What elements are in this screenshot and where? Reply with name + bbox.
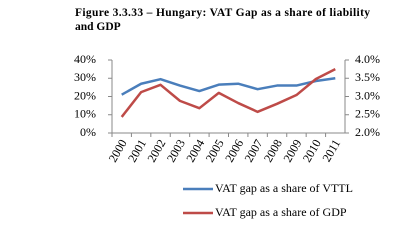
y2-tick-label: 2.5% xyxy=(355,107,380,121)
x-tick-label: 2004 xyxy=(183,137,207,165)
y2-tick-label: 2.0% xyxy=(355,125,380,139)
x-tick-label: 2006 xyxy=(222,137,246,165)
legend-label: VAT gap as a share of GDP xyxy=(215,205,347,219)
title-block: Figure 3.3.33 – Hungary: VAT Gap as a sh… xyxy=(75,7,370,33)
legend-label: VAT gap as a share of VTTL xyxy=(215,181,353,195)
y-tick-label: 30% xyxy=(74,70,96,84)
x-tick-label: 2002 xyxy=(144,137,168,165)
x-tick-label: 2007 xyxy=(241,137,265,165)
chart-title: Figure 3.3.33 – Hungary: VAT Gap as a sh… xyxy=(75,7,370,33)
x-tick-label: 2005 xyxy=(203,137,227,165)
x-tick-label: 2009 xyxy=(280,137,304,165)
y2-tick-label: 3.5% xyxy=(355,70,380,84)
x-tick-label: 2011 xyxy=(319,137,343,164)
y2-tick-label: 4.0% xyxy=(355,52,380,66)
y2-tick-label: 3.0% xyxy=(355,88,380,102)
x-tick-label: 2008 xyxy=(261,137,285,165)
y-tick-label: 40% xyxy=(74,52,96,66)
x-tick-label: 2001 xyxy=(125,137,149,165)
series-line xyxy=(121,77,336,96)
y-tick-label: 20% xyxy=(74,88,96,102)
x-tick-label: 2010 xyxy=(300,137,324,165)
x-tick-label: 2000 xyxy=(106,137,130,165)
y-tick-label: 10% xyxy=(74,107,96,121)
y-tick-label: 0% xyxy=(80,125,96,139)
legend: VAT gap as a share of VTTL VAT gap as a s… xyxy=(183,181,353,219)
x-tick-label: 2003 xyxy=(164,137,188,165)
series-line xyxy=(120,68,336,118)
